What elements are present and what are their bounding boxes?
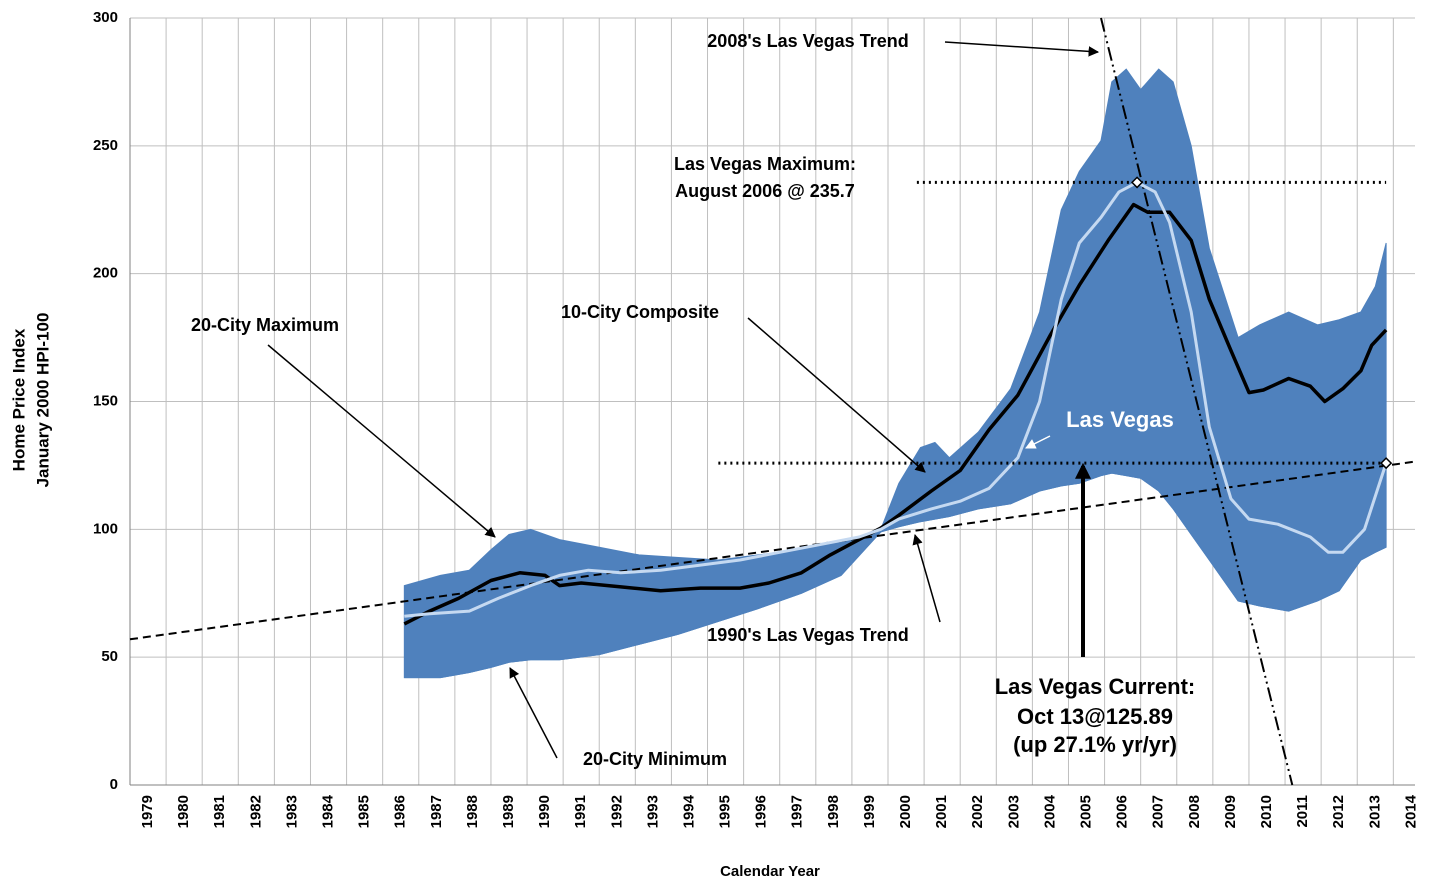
- x-tick-label: 2013: [1366, 795, 1383, 828]
- x-tick-label: 2008: [1186, 795, 1203, 828]
- annotation-arrow: [267, 344, 496, 538]
- x-tick-label: 1979: [139, 795, 156, 828]
- x-tick-label: 2003: [1005, 795, 1022, 828]
- annotation: 2008's Las Vegas Trend: [707, 31, 908, 51]
- x-tick-label: 1998: [825, 795, 842, 828]
- x-tick-label: 1987: [428, 795, 445, 828]
- marker: [1380, 457, 1393, 470]
- marker: [1130, 176, 1144, 189]
- annotation: August 2006 @ 235.7: [675, 181, 855, 201]
- annotation-arrow: [944, 41, 1100, 57]
- x-tick-label: 2006: [1114, 795, 1131, 828]
- annotation-arrow: [509, 667, 558, 759]
- annotation-arrow: [747, 317, 926, 473]
- x-tick-label: 1984: [319, 794, 336, 828]
- y-tick-label: 50: [101, 648, 118, 665]
- x-tick-label: 1985: [356, 795, 373, 828]
- x-tick-label: 2010: [1258, 795, 1275, 828]
- trend-line: [129, 460, 1416, 641]
- annotation: Las Vegas: [1066, 407, 1174, 432]
- y-tick-label: 200: [93, 265, 118, 282]
- x-tick-label: 1982: [247, 795, 264, 828]
- y-tick-label: 150: [93, 392, 118, 409]
- band-lower-edge: [404, 472, 1387, 679]
- x-axis-title: Calendar Year: [720, 863, 820, 880]
- y-tick-label: 0: [110, 776, 118, 793]
- x-tick-label: 1981: [211, 795, 228, 828]
- x-tick-label: 1989: [500, 795, 517, 828]
- x-tick-label: 1988: [464, 795, 481, 828]
- x-tick-label: 1990: [536, 795, 553, 828]
- y-axis-title: January 2000 HPI-100: [33, 313, 52, 488]
- y-tick-label: 250: [93, 137, 118, 154]
- y-tick-label: 100: [93, 520, 118, 537]
- y-axis-title: Home Price Index: [9, 328, 28, 471]
- annotation: Las Vegas Maximum:: [674, 154, 856, 174]
- annotation: (up 27.1% yr/yr): [1013, 732, 1177, 757]
- annotation: 20-City Maximum: [191, 315, 339, 335]
- x-tick-label: 1983: [283, 795, 300, 828]
- trend-line: [1100, 17, 1294, 786]
- x-tick-label: 2007: [1150, 795, 1167, 828]
- x-tick-label: 2012: [1330, 795, 1347, 828]
- x-tick-label: 1995: [717, 795, 734, 828]
- x-tick-label: 2002: [969, 795, 986, 828]
- annotation-arrow: [1025, 435, 1051, 449]
- x-tick-label: 2009: [1222, 795, 1239, 828]
- x-tick-label: 1999: [861, 795, 878, 828]
- x-tick-label: 2005: [1077, 795, 1094, 828]
- plot-area: [129, 17, 1416, 786]
- annotation: Oct 13@125.89: [1017, 704, 1173, 729]
- x-tick-label: 2000: [897, 795, 914, 828]
- y-tick-label: 300: [93, 9, 118, 26]
- x-tick-label: 1996: [753, 795, 770, 828]
- x-tick-label: 1980: [175, 795, 192, 828]
- x-tick-label: 2004: [1041, 794, 1058, 828]
- x-tick-label: 1993: [644, 795, 661, 828]
- series-line: [403, 202, 1388, 626]
- x-tick-label: 2011: [1294, 795, 1311, 828]
- series-line: [404, 180, 1388, 618]
- x-tick-label: 1986: [392, 795, 409, 828]
- x-tick-label: 1991: [572, 795, 589, 828]
- x-tick-label: 2001: [933, 795, 950, 828]
- grid: [129, 17, 1415, 786]
- x-tick-label: 1994: [680, 794, 697, 828]
- annotation: Las Vegas Current:: [995, 674, 1196, 699]
- x-tick-label: 1992: [608, 795, 625, 828]
- x-tick-label: 1997: [789, 795, 806, 828]
- x-tick-label: 2014: [1402, 794, 1419, 828]
- annotation: 10-City Composite: [561, 302, 719, 322]
- annotation: 20-City Minimum: [583, 749, 727, 769]
- labels: 0 50 100 150 200 250 300 1979 1980 1981 1982 1983 19…: [9, 9, 1419, 880]
- annotation-arrow: [912, 533, 941, 623]
- annotation: 1990's Las Vegas Trend: [707, 625, 908, 645]
